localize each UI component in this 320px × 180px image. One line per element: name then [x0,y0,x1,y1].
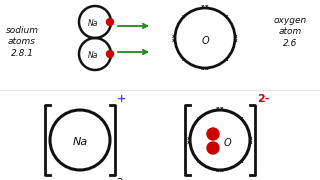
Text: x: x [172,33,176,39]
Text: x: x [234,33,238,39]
Text: x: x [216,107,220,111]
Circle shape [207,142,219,154]
Text: 2-: 2- [257,94,269,104]
Circle shape [107,51,114,57]
Circle shape [207,128,219,140]
Text: sodium
atoms
2.8.1: sodium atoms 2.8.1 [5,26,38,58]
Text: x: x [201,66,205,71]
Text: x: x [249,140,253,145]
Text: x: x [182,14,185,19]
Text: x: x [225,57,228,62]
Text: x: x [240,116,243,121]
Text: x: x [201,4,205,10]
Circle shape [107,19,114,26]
Text: x: x [240,159,243,164]
Text: oxygen
atom
2.6: oxygen atom 2.6 [273,16,307,48]
Text: +: + [117,94,126,104]
Text: x: x [197,159,200,164]
Text: Na: Na [72,137,88,147]
Text: x: x [205,4,209,10]
Text: Na: Na [88,51,98,60]
Text: x: x [220,168,224,174]
Text: x: x [187,136,191,141]
Text: O: O [223,138,231,148]
Text: 2: 2 [116,178,122,180]
Text: x: x [205,66,209,71]
Text: x: x [249,136,253,141]
Text: x: x [172,37,176,42]
Text: x: x [234,37,238,42]
Text: x: x [220,107,224,111]
Text: x: x [197,116,200,121]
Text: O: O [201,36,209,46]
Text: x: x [216,168,220,174]
Text: Na: Na [88,19,98,28]
Text: x: x [187,140,191,145]
Text: x: x [182,57,185,62]
Text: x: x [225,14,228,19]
